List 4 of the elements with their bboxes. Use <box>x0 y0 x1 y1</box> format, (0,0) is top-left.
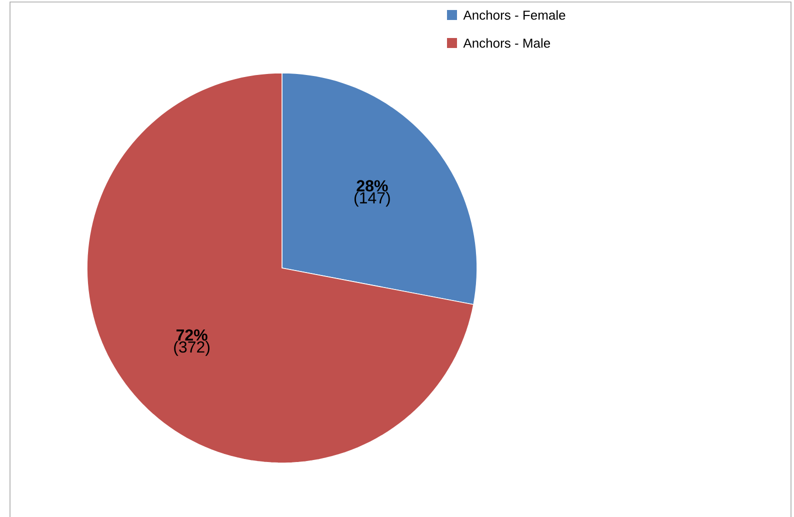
data-label: 72% (372) <box>174 329 210 356</box>
legend-label: Anchors - Female <box>463 10 566 20</box>
legend-label: Anchors - Male <box>463 38 550 48</box>
data-label: 28% (147) <box>354 180 390 206</box>
